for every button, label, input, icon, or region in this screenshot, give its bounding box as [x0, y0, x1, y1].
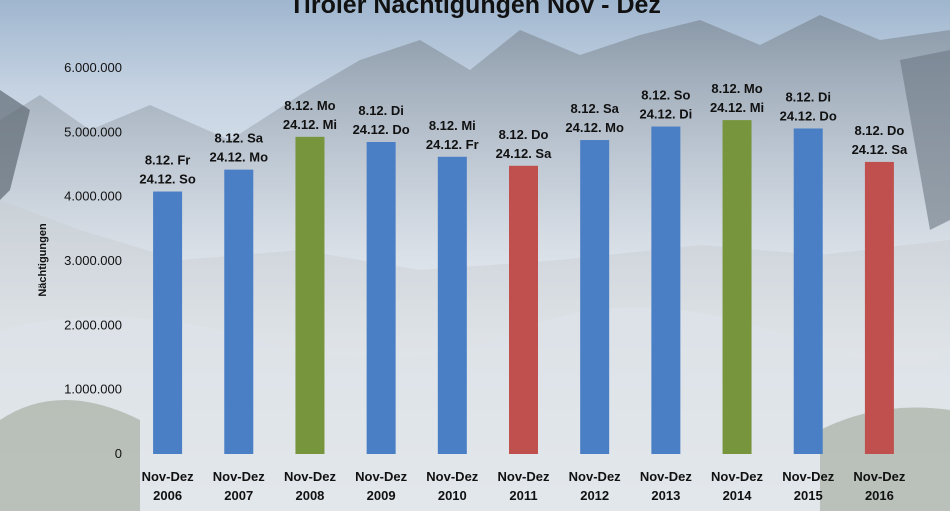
x-tick-label: Nov-Dez 2015	[782, 469, 835, 503]
data-label: 8.12. Di 24.12. Do	[780, 89, 837, 123]
data-label: 8.12. Mo 24.12. Mi	[710, 81, 764, 115]
bar	[864, 161, 894, 454]
y-axis-ticks: 0 1.000.000 2.000.000 3.000.000 4.000.000 5.0…	[64, 60, 122, 461]
bar	[651, 126, 681, 454]
y-tick-label: 2.000.000	[64, 317, 122, 332]
y-tick-label: 0	[115, 446, 122, 461]
x-tick-label: Nov-Dez 2014	[711, 469, 764, 503]
data-label: 8.12. Do 24.12. Sa	[496, 127, 552, 161]
x-tick-label: Nov-Dez 2010	[426, 469, 479, 503]
x-tick-label: Nov-Dez 2006	[142, 469, 195, 503]
y-tick-label: 6.000.000	[64, 60, 122, 75]
y-tick-label: 5.000.000	[64, 124, 122, 139]
bar	[580, 140, 610, 454]
bar	[722, 120, 752, 455]
bars	[153, 120, 894, 455]
bar	[366, 141, 396, 454]
data-labels: 8.12. Fr 24.12. So 8.12. Sa 24.12. Mo 8.12. …	[139, 81, 908, 186]
data-label: 8.12. Sa 24.12. Mo	[565, 101, 624, 135]
y-tick-label: 3.000.000	[64, 253, 122, 268]
y-tick-label: 4.000.000	[64, 189, 122, 204]
x-axis-ticks: Nov-Dez 2006 Nov-Dez 2007 Nov-Dez 2008 Nov-Dez…	[142, 469, 906, 503]
y-tick-label: 1.000.000	[64, 382, 122, 397]
data-label: 8.12. Di 24.12. Do	[353, 103, 410, 137]
data-label: 8.12. Mo 24.12. Mi	[283, 98, 337, 132]
data-label: 8.12. Mi 24.12. Fr	[426, 118, 479, 152]
bar	[224, 169, 254, 454]
x-tick-label: Nov-Dez 2011	[497, 469, 550, 503]
x-tick-label: Nov-Dez 2013	[640, 469, 693, 503]
x-tick-label: Nov-Dez 2009	[355, 469, 408, 503]
data-label: 8.12. Sa 24.12. Mo	[210, 131, 269, 165]
chart-title: Tiroler Nächtigungen Nov - Dez	[289, 0, 661, 19]
x-tick-label: Nov-Dez 2016	[853, 469, 906, 503]
bar	[295, 136, 325, 454]
x-tick-label: Nov-Dez 2008	[284, 469, 337, 503]
data-label: 8.12. Fr 24.12. So	[139, 153, 195, 187]
y-axis-label: Nächtigungen	[37, 223, 49, 297]
bar	[153, 191, 183, 454]
bar	[793, 128, 823, 454]
x-tick-label: Nov-Dez 2012	[569, 469, 622, 503]
x-tick-label: Nov-Dez 2007	[213, 469, 266, 503]
data-label: 8.12. So 24.12. Di	[639, 88, 692, 122]
data-label: 8.12. Do 24.12. Sa	[852, 123, 908, 157]
bar	[437, 156, 467, 454]
bar	[509, 165, 538, 454]
